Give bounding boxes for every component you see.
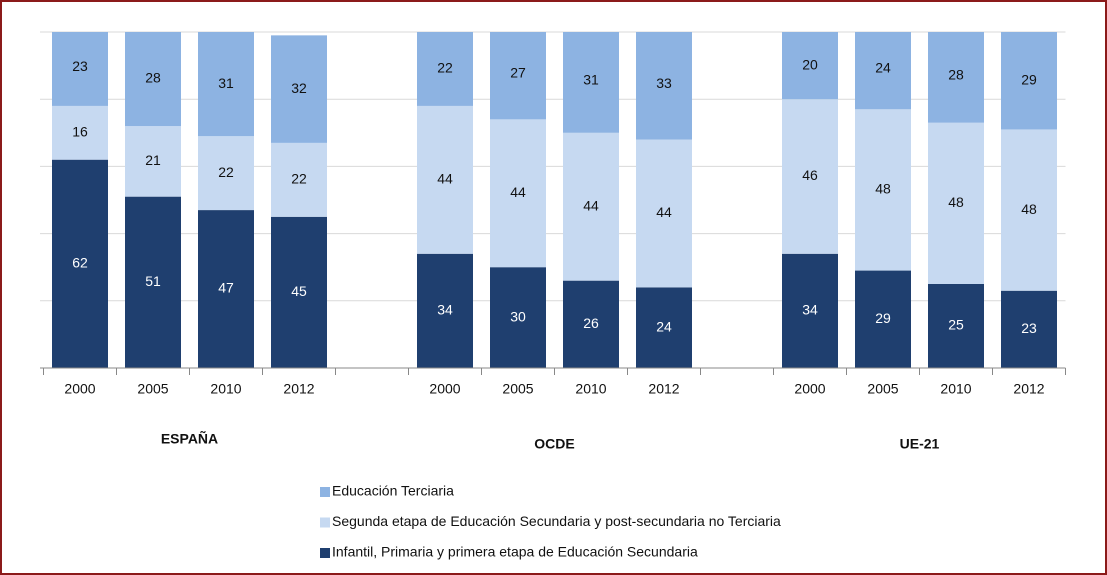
data-label: 29 [875, 310, 891, 326]
bar-segment [636, 139, 692, 288]
data-label: 32 [291, 80, 307, 96]
bar-segment [490, 119, 546, 268]
x-tick-label: 2000 [64, 381, 95, 397]
data-label: 23 [1021, 320, 1037, 336]
bar-segment [928, 122, 984, 284]
bar-segment [563, 32, 619, 133]
data-label: 16 [72, 124, 88, 140]
bar-segment [125, 196, 181, 368]
legend-label: Infantil, Primaria y primera etapa de Ed… [332, 544, 698, 560]
bar-segment [52, 159, 108, 368]
data-label: 30 [510, 308, 526, 324]
bar-segment [490, 32, 546, 120]
bar-segment [198, 32, 254, 137]
bar-segment [52, 32, 108, 106]
data-label: 27 [510, 65, 526, 81]
bar-segment [198, 136, 254, 211]
bar-segment [271, 142, 327, 217]
bar-segment [125, 126, 181, 197]
data-label: 44 [583, 197, 599, 213]
data-label: 28 [145, 70, 161, 86]
data-label: 25 [948, 317, 964, 333]
bar-segment [855, 109, 911, 271]
data-label: 26 [583, 315, 599, 331]
data-label: 24 [656, 318, 672, 334]
x-tick-label: 2005 [867, 381, 898, 397]
bar-segment [563, 132, 619, 281]
group-label: ESPAÑA [161, 430, 218, 447]
bar-segment [855, 270, 911, 368]
data-label: 24 [875, 60, 891, 76]
bar-segment [563, 280, 619, 368]
bar-segment [782, 32, 838, 100]
data-label: 44 [437, 171, 453, 187]
legend-swatch [320, 548, 330, 558]
x-tick-label: 2005 [502, 381, 533, 397]
data-label: 46 [802, 167, 818, 183]
data-label: 22 [437, 60, 453, 76]
data-label: 44 [656, 204, 672, 220]
data-label: 31 [218, 75, 234, 91]
legend-label: Segunda etapa de Educación Secundaria y … [332, 513, 781, 529]
bar-segment [782, 99, 838, 254]
data-label: 22 [291, 171, 307, 187]
data-label: 47 [218, 280, 234, 296]
bar-segment [855, 32, 911, 110]
x-tick-label: 2012 [648, 381, 679, 397]
data-label: 29 [1021, 71, 1037, 87]
bar-segment [1001, 290, 1057, 368]
data-label: 33 [656, 75, 672, 91]
data-label: 34 [437, 302, 453, 318]
bar-segment [417, 32, 473, 106]
legend-swatch [320, 487, 330, 497]
data-label: 21 [145, 152, 161, 168]
data-label: 28 [948, 66, 964, 82]
x-tick-label: 2010 [210, 381, 241, 397]
data-label: 48 [875, 181, 891, 197]
group-label: UE-21 [900, 436, 940, 452]
data-label: 45 [291, 283, 307, 299]
data-label: 20 [802, 56, 818, 72]
bar-segment [1001, 129, 1057, 291]
bar-segment [417, 105, 473, 254]
bar-segment [417, 253, 473, 368]
data-label: 51 [145, 273, 161, 289]
data-label: 31 [583, 71, 599, 87]
bar-segment [782, 253, 838, 368]
bar-segment [636, 32, 692, 140]
x-tick-label: 2005 [137, 381, 168, 397]
data-label: 44 [510, 184, 526, 200]
data-label: 23 [72, 58, 88, 74]
data-label: 62 [72, 255, 88, 271]
bar-segment [52, 105, 108, 160]
data-label: 22 [218, 164, 234, 180]
bar-segment [198, 210, 254, 368]
bar-segment [271, 216, 327, 368]
bars [52, 32, 1057, 368]
legend-label: Educación Terciaria [332, 483, 454, 499]
data-label: 48 [948, 194, 964, 210]
bar-segment [271, 35, 327, 143]
labels: 2000 62 16 23 2005 51 21 28 2010 47 22 31 2012 45 22 32… [40, 56, 1066, 560]
bar-segment [928, 32, 984, 123]
x-tick-label: 2010 [940, 381, 971, 397]
bar-segment [490, 267, 546, 368]
data-label: 48 [1021, 201, 1037, 217]
group-label: OCDE [534, 436, 574, 452]
x-tick-label: 2012 [1013, 381, 1044, 397]
bar-segment [125, 32, 181, 127]
bar-segment [928, 284, 984, 368]
bar-segment [1001, 32, 1057, 130]
x-tick-label: 2000 [429, 381, 460, 397]
x-tick-label: 2010 [575, 381, 606, 397]
x-tick-label: 2000 [794, 381, 825, 397]
x-tick-label: 2012 [283, 381, 314, 397]
legend-swatch [320, 517, 330, 528]
data-label: 34 [802, 302, 818, 318]
bar-segment [636, 287, 692, 368]
